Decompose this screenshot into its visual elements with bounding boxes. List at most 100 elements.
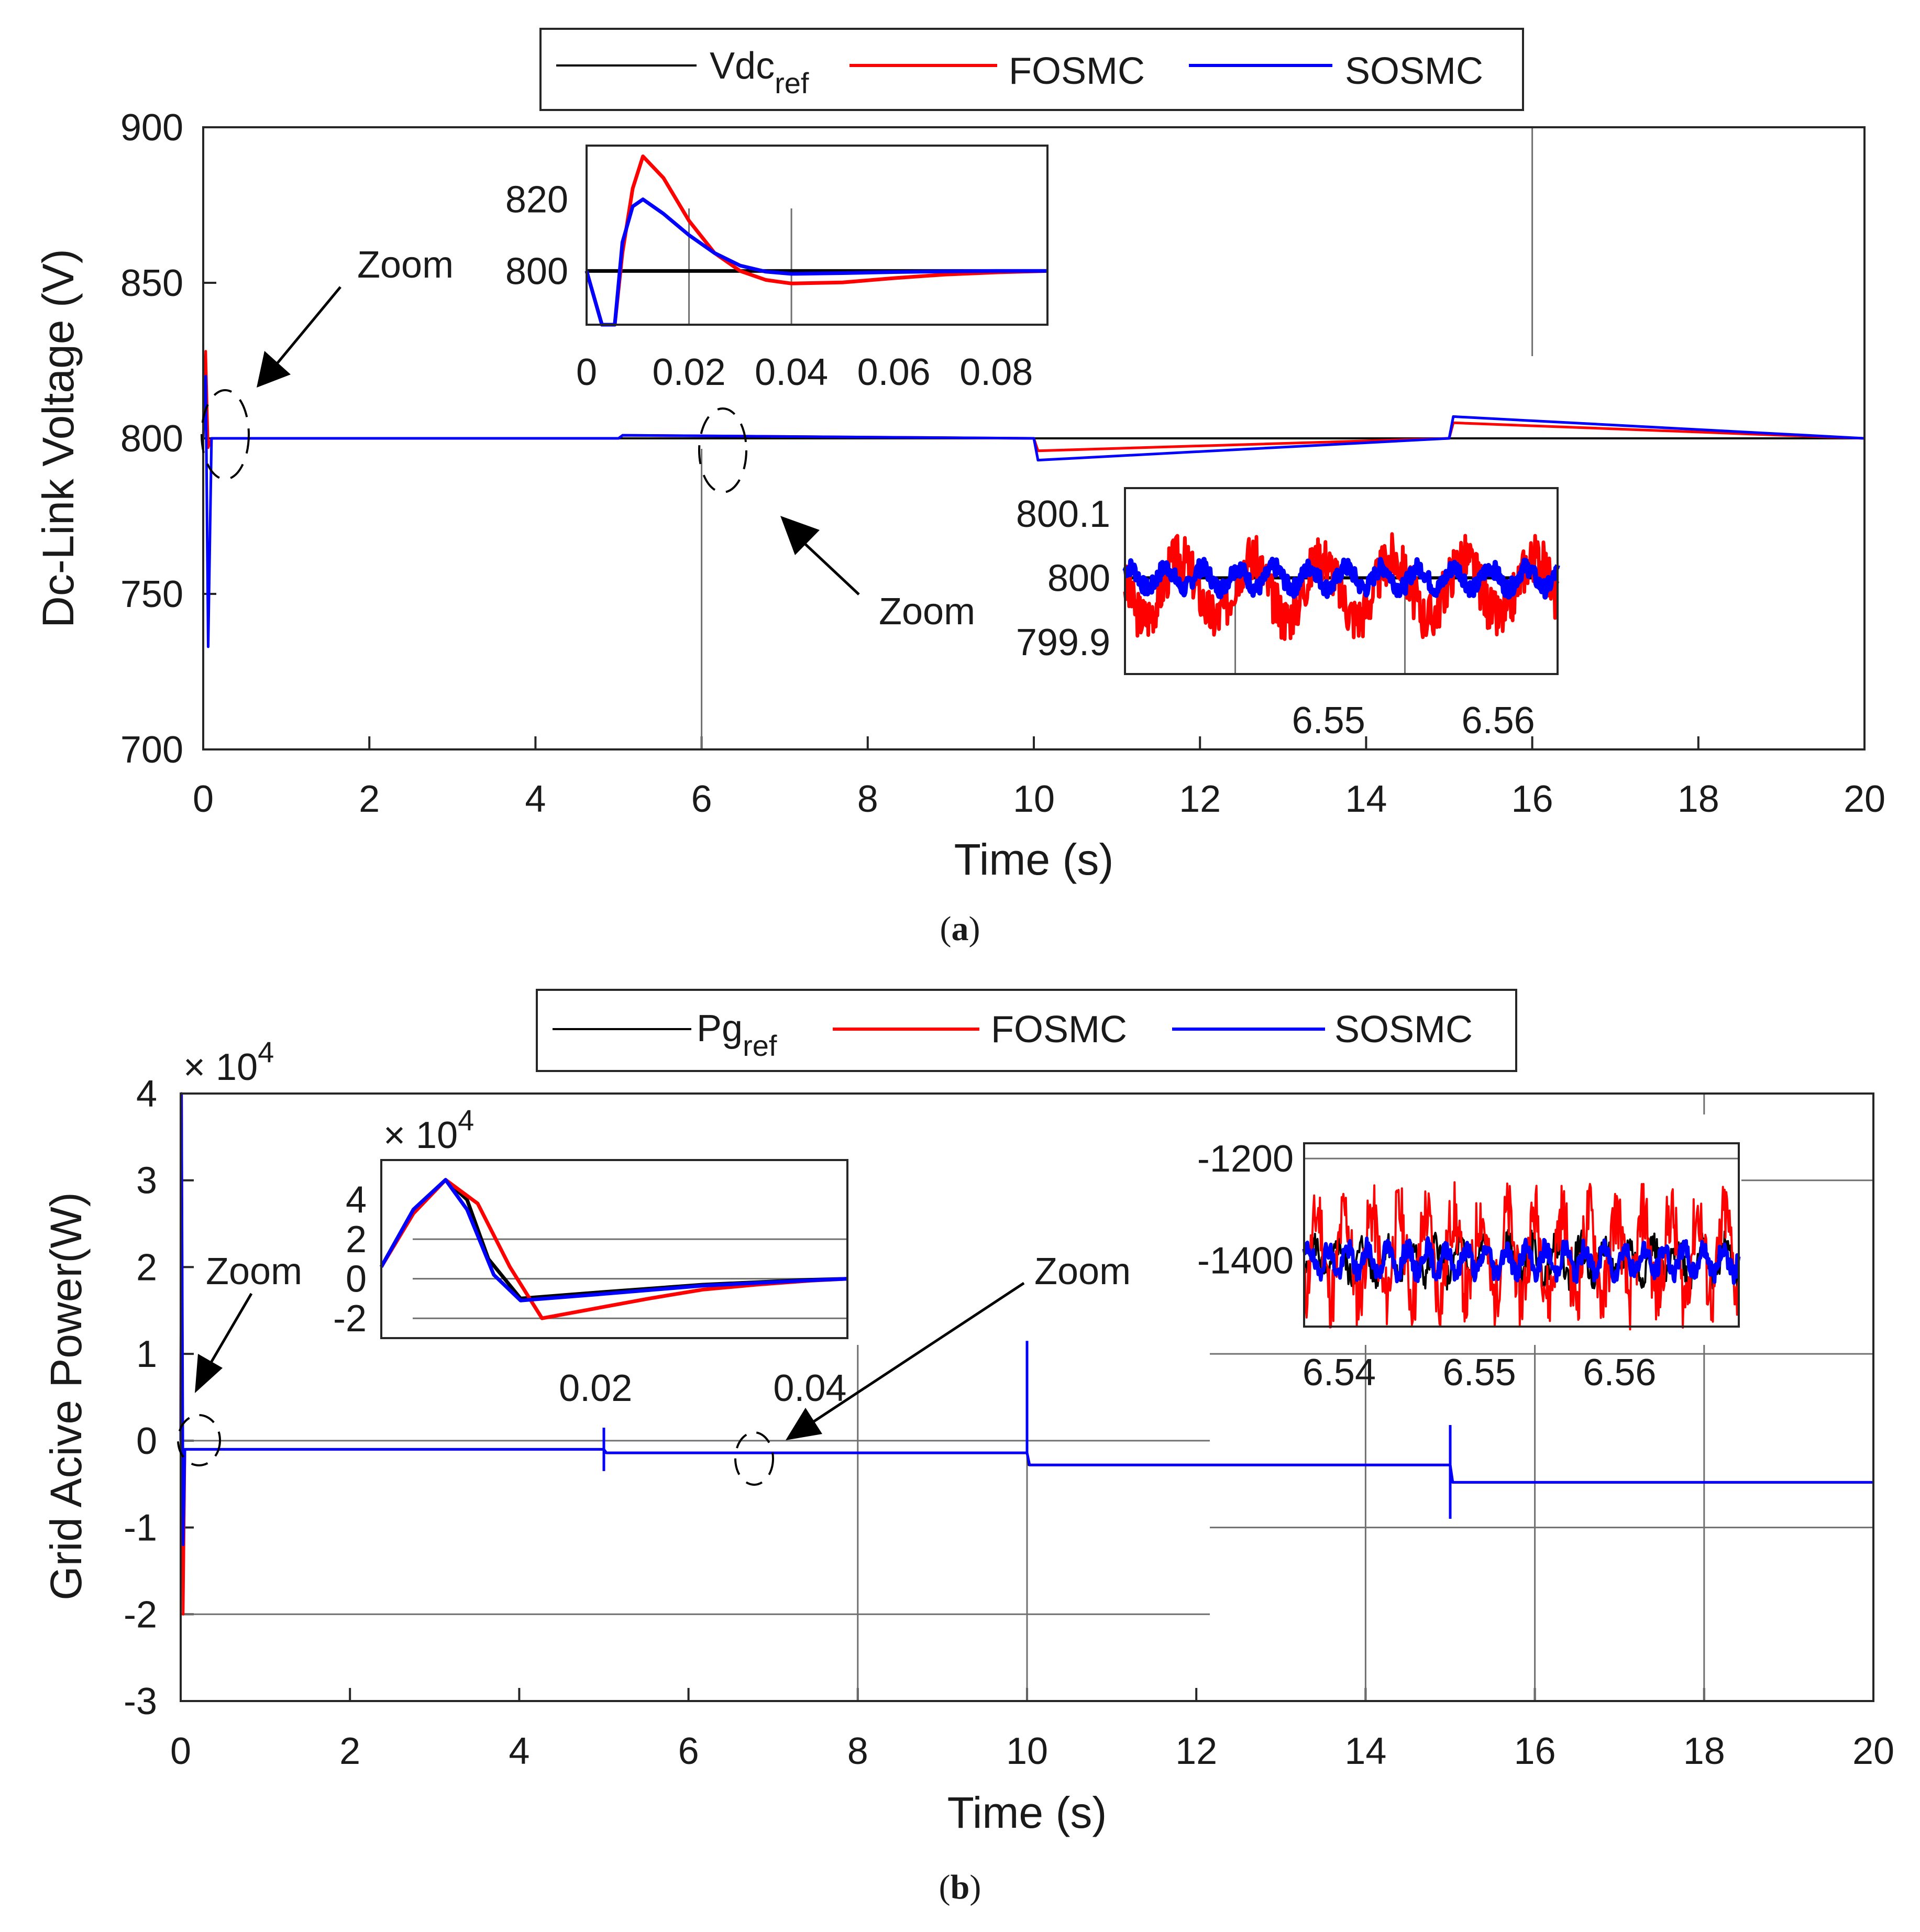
x-tick-label: 14 xyxy=(1345,778,1387,820)
inset-y-multiplier-exp: 4 xyxy=(458,1103,474,1136)
y-tick-label: -3 xyxy=(124,1681,157,1723)
zoom-ellipse xyxy=(201,389,250,480)
series-sosmc xyxy=(202,374,1865,648)
series-fosmc xyxy=(1303,1181,1740,1331)
zoom-label: Zoom xyxy=(1034,1251,1131,1293)
zoom-arrowhead xyxy=(257,351,291,388)
inset-y-tick-label: 4 xyxy=(346,1179,367,1221)
legend-entry-ref: Pgref xyxy=(697,1008,777,1062)
legend-box xyxy=(536,989,1517,1072)
inset-y-tick-label: -2 xyxy=(333,1298,367,1340)
inset-background xyxy=(587,146,1047,325)
x-tick-label: 4 xyxy=(525,778,546,820)
inset-x-tick-label: 0.02 xyxy=(652,351,725,393)
x-tick-label: 0 xyxy=(170,1730,191,1772)
inset-tick-labels: 6.54 6.55 6.56 -1200 -1400 xyxy=(1197,1138,1657,1394)
x-tick-label: 16 xyxy=(1514,1730,1556,1772)
x-tick-label: 10 xyxy=(1006,1730,1048,1772)
legend-entry-fosmc: FOSMC xyxy=(991,1009,1127,1051)
series-fosmc xyxy=(202,350,1865,452)
y-multiplier: × 104 xyxy=(183,1035,274,1088)
panel-a: 0 2 4 6 8 10 12 14 16 18 20 700 750 800 850 900 Time (… xyxy=(34,28,1885,948)
inset-y-tick-label: 800 xyxy=(1047,557,1110,599)
y-tick-label: 0 xyxy=(136,1420,157,1462)
x-tick-label: 6 xyxy=(691,778,712,820)
y-tick-label: 700 xyxy=(120,729,183,771)
zoom-ellipse xyxy=(734,1431,774,1486)
y-tick-label: 2 xyxy=(136,1246,157,1288)
x-tick-label: 4 xyxy=(509,1730,529,1772)
y-tick-label: 1 xyxy=(136,1333,157,1375)
x-tick-label: 14 xyxy=(1344,1730,1386,1772)
x-tick-label: 16 xyxy=(1511,778,1553,820)
inset-2: 6.54 6.55 6.56 -1200 -1400 xyxy=(1197,1114,1741,1394)
inset-frame xyxy=(586,145,1049,326)
y-tick-label: 800 xyxy=(120,418,183,460)
x-tick-label: 8 xyxy=(847,1730,868,1772)
zoom-label: Zoom xyxy=(206,1251,302,1293)
series-sosmc xyxy=(379,1178,848,1302)
x-axis-label: Time (s) xyxy=(954,835,1114,884)
inset-series xyxy=(1122,532,1560,641)
y-tick-label: 900 xyxy=(120,107,183,149)
inset-frame xyxy=(1124,487,1559,675)
inset-x-tick-label: 0.04 xyxy=(755,351,828,393)
x-tick-label: 0 xyxy=(193,778,214,820)
y-tick-label: -2 xyxy=(124,1594,157,1636)
x-tick-labels: 0 2 4 6 8 10 12 14 16 18 20 xyxy=(170,1730,1894,1772)
x-tick-label: 6 xyxy=(678,1730,699,1772)
panel-caption: (b) xyxy=(939,1868,981,1906)
x-tick-label: 12 xyxy=(1175,1730,1217,1772)
series-sosmc xyxy=(1302,1236,1741,1285)
legend-entry-sosmc: SOSMC xyxy=(1334,1009,1473,1051)
legend-ref-sub: ref xyxy=(775,67,809,100)
legend: Pgref FOSMC SOSMC xyxy=(536,989,1517,1072)
plot-frame xyxy=(202,126,1866,750)
x-tick-label: 2 xyxy=(339,1730,360,1772)
series-sosmc xyxy=(1122,557,1560,600)
zoom-ellipse xyxy=(698,407,747,493)
zoom-arrow xyxy=(799,538,860,595)
inset-x-tick-label: 6.55 xyxy=(1443,1352,1516,1394)
inset-x-tick-label: 6.56 xyxy=(1583,1352,1656,1394)
panel-caption: (a) xyxy=(940,910,980,948)
y-tick-label: 4 xyxy=(136,1073,157,1115)
inset-grid xyxy=(688,208,792,325)
zoom-label: Zoom xyxy=(879,591,975,633)
series-group xyxy=(202,350,1865,648)
zoom-arrow xyxy=(271,286,341,370)
x-tick-label: 18 xyxy=(1678,778,1719,820)
x-tick-label: 20 xyxy=(1852,1730,1894,1772)
inset-series xyxy=(379,1178,848,1320)
zoom-arrowhead xyxy=(786,1408,822,1440)
x-tick-label: 2 xyxy=(359,778,380,820)
series-sosmc xyxy=(584,197,1047,327)
y-multiplier-exp: 4 xyxy=(258,1035,274,1068)
inset-y-tick-label: 820 xyxy=(505,179,568,221)
y-tick-label: -1 xyxy=(124,1507,157,1549)
inset-x-tick-label: 0 xyxy=(576,351,597,393)
inset-series xyxy=(584,154,1048,327)
x-tick-label: 18 xyxy=(1683,1730,1725,1772)
inset-x-tick-label: 0.06 xyxy=(857,351,931,393)
x-tick-label: 8 xyxy=(857,778,878,820)
inset-tick-labels: 6.55 6.56 799.9 800 800.1 xyxy=(1016,493,1535,742)
zoom-annotation-2: Zoom xyxy=(734,1251,1131,1486)
inset-x-tick-label: 0.08 xyxy=(959,351,1033,393)
inset-series xyxy=(1302,1181,1741,1331)
y-tick-label: 750 xyxy=(120,573,183,615)
zoom-arrow xyxy=(808,1282,1025,1426)
inset-y-tick-label: -1200 xyxy=(1197,1138,1294,1180)
inset-y-tick-label: 799.9 xyxy=(1016,622,1110,664)
zoom-annotation-2: Zoom xyxy=(698,407,975,633)
plot-frame xyxy=(180,1092,1874,1702)
legend-entry-fosmc: FOSMC xyxy=(1009,50,1145,92)
zoom-annotation-1: Zoom xyxy=(201,244,454,480)
x-axis-label: Time (s) xyxy=(947,1788,1107,1837)
x-tick-label: 20 xyxy=(1844,778,1885,820)
inset-y-tick-label: 0 xyxy=(346,1258,367,1300)
y-tick-label: 3 xyxy=(136,1160,157,1202)
